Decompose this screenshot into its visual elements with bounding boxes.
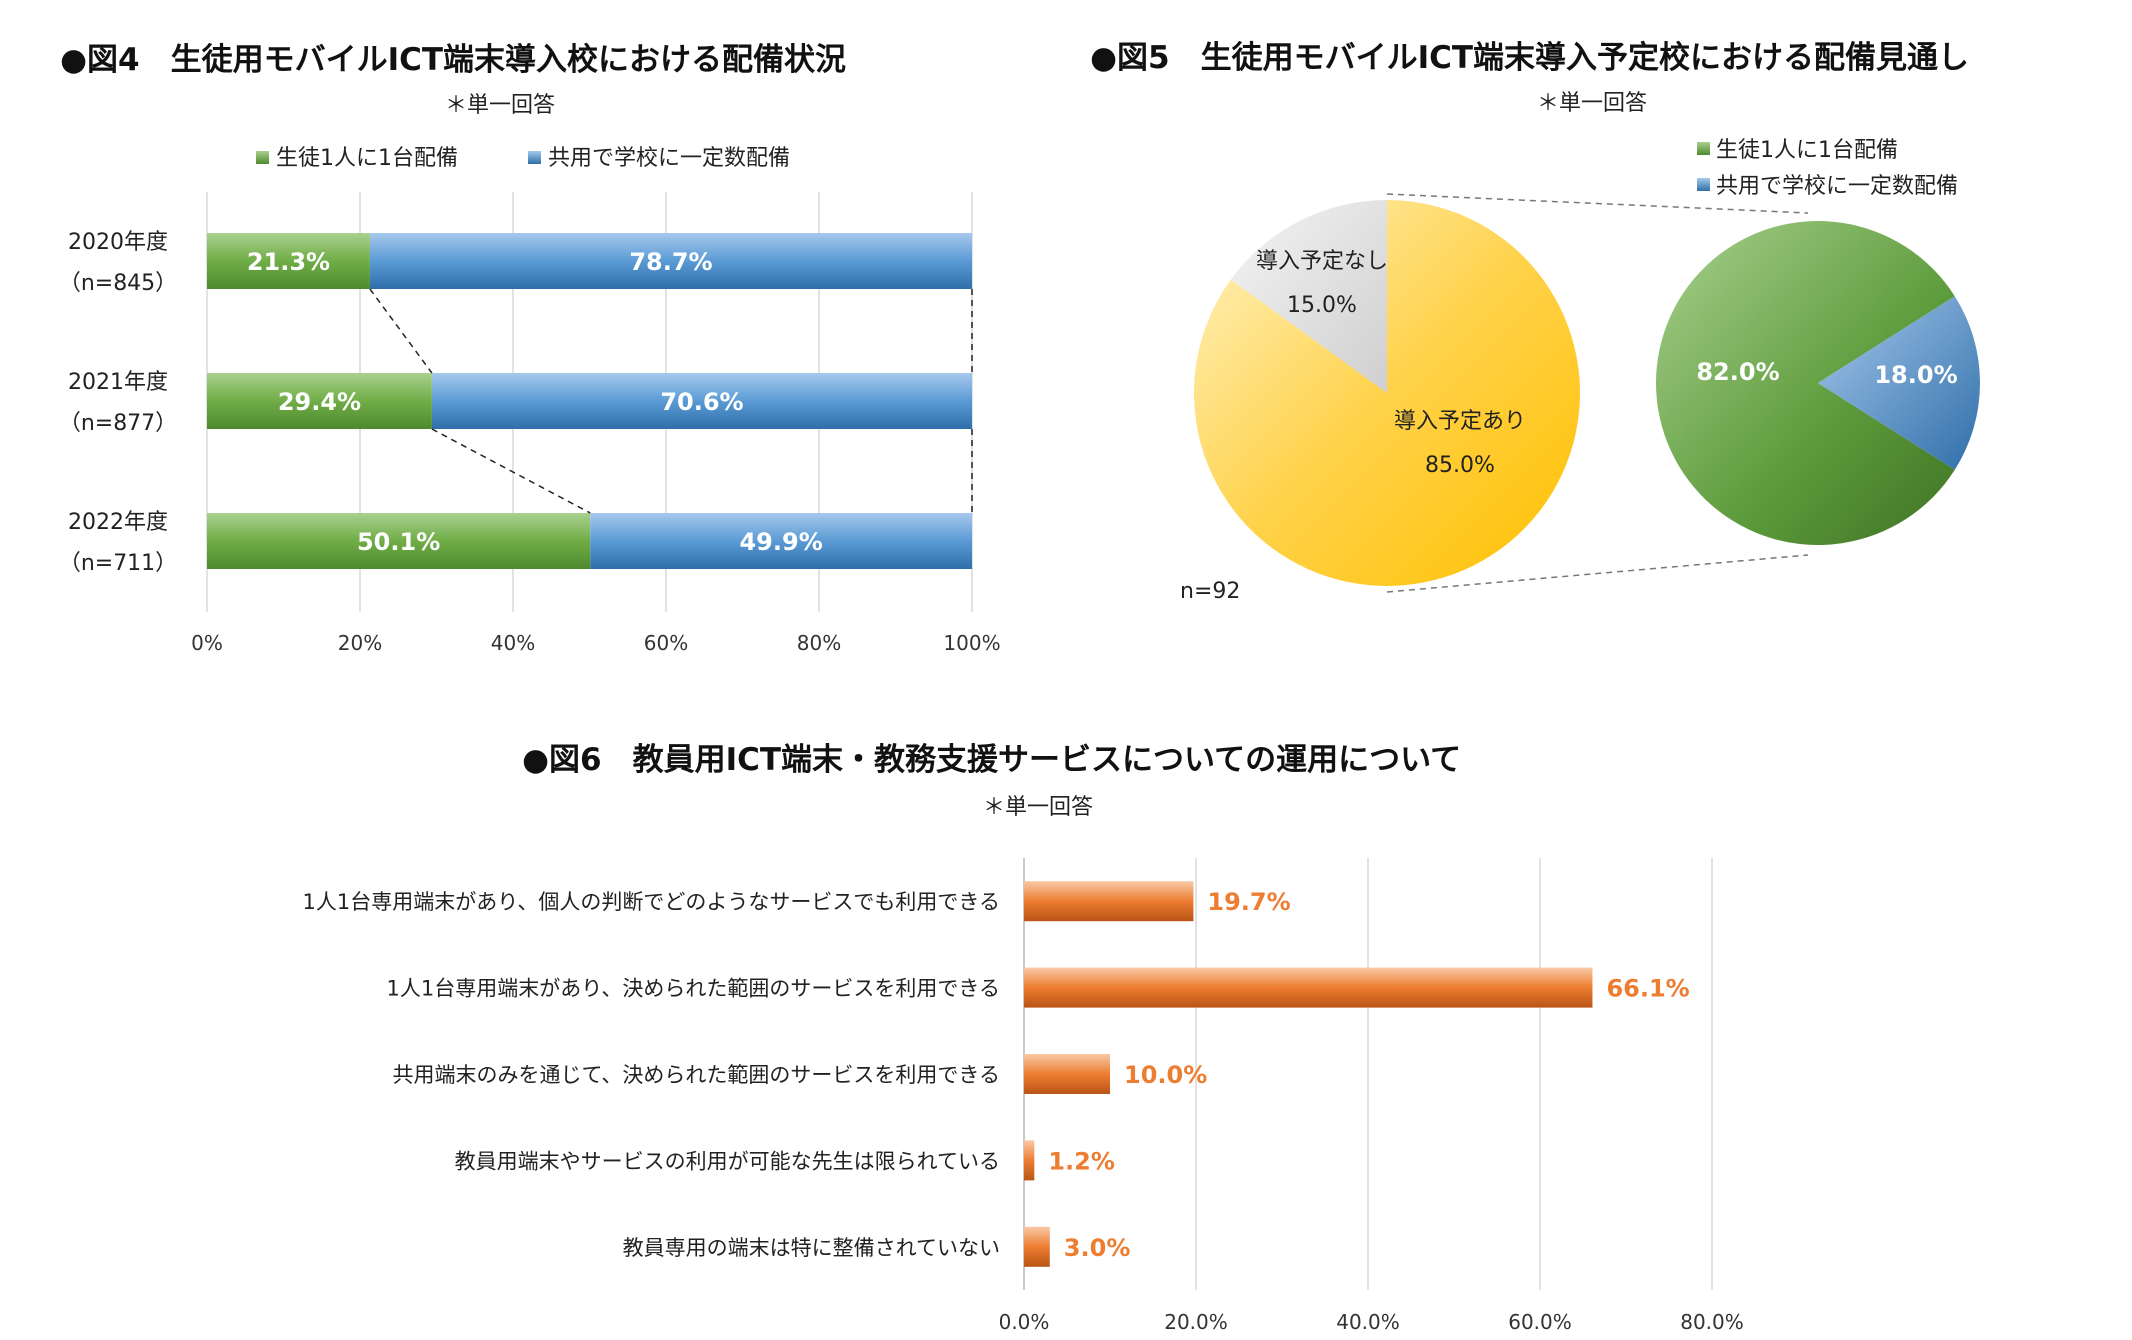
- fig6-category-label: 教員用端末やサービスの利用が可能な先生は限られている: [455, 1149, 1000, 1173]
- fig4-bar-segment: [369, 233, 972, 289]
- fig5-legend: 生徒1人に1台配備 共用で学校に一定数配備: [1697, 138, 1958, 199]
- fig5-slice-value: 82.0%: [1696, 358, 1779, 386]
- fig6-x-tick-label: 0.0%: [999, 1310, 1050, 1334]
- fig5-sample-note: n=92: [1180, 579, 1240, 604]
- fig6-subtitle: ＊単一回答: [983, 795, 1093, 820]
- fig4-legend-swatch-2: [528, 151, 541, 164]
- fig5-primary-pie: [1193, 200, 1580, 586]
- fig6-x-tick-label: 20.0%: [1164, 1310, 1228, 1334]
- fig6-data-label: 10.0%: [1124, 1061, 1207, 1089]
- fig4-x-tick-label: 80%: [797, 631, 841, 655]
- fig5-connector-line: [1386, 193, 1809, 214]
- fig4-data-label: 78.7%: [629, 248, 712, 276]
- fig5-slice-label: 導入予定なし: [1256, 249, 1388, 274]
- fig6-data-label: 66.1%: [1606, 975, 1689, 1003]
- fig4-category-label: 2020年度: [68, 230, 168, 255]
- fig4-bar-segment: [431, 373, 972, 429]
- fig4-chart: ●図4 生徒用モバイルICT端末導入校における配備状況 ＊単一回答 生徒1人に1…: [59, 42, 1001, 655]
- fig5-legend-label-2: 共用で学校に一定数配備: [1716, 174, 1958, 199]
- fig4-x-axis: 0% 20% 40% 60% 80% 100%: [191, 631, 1000, 655]
- fig4-x-tick-label: 20%: [338, 631, 382, 655]
- fig6-x-tick-label: 40.0%: [1336, 1310, 1400, 1334]
- fig4-x-tick-label: 0%: [191, 631, 223, 655]
- fig4-category-label: 2022年度: [68, 510, 168, 535]
- fig6-bars: [1024, 881, 1593, 1267]
- fig4-data-label: 49.9%: [739, 528, 822, 556]
- fig6-x-tick-label: 60.0%: [1508, 1310, 1572, 1334]
- fig4-data-labels: 21.3% 78.7% 29.4% 70.6% 50.1% 49.9%: [247, 248, 823, 556]
- fig4-title: ●図4 生徒用モバイルICT端末導入校における配備状況: [60, 42, 846, 78]
- fig6-title: ●図6 教員用ICT端末・教務支援サービスについての運用について: [522, 742, 1461, 778]
- fig6-bar: [1024, 1226, 1050, 1267]
- fig5-primary-slice: [1230, 200, 1387, 393]
- fig5-title: ●図5 生徒用モバイルICT端末導入予定校における配備見通し: [1090, 40, 1969, 76]
- fig4-data-label: 70.6%: [660, 388, 743, 416]
- fig5-primary-slice: [1193, 200, 1580, 586]
- fig5-connector-lines: [1386, 193, 1809, 593]
- fig5-secondary-pie: [1656, 220, 1980, 545]
- fig5-data-labels: 導入予定あり 85.0% 導入予定なし 15.0% 82.0% 18.0%: [1256, 249, 1958, 478]
- fig5-slice-value: 18.0%: [1874, 361, 1957, 389]
- fig4-data-label: 50.1%: [357, 528, 440, 556]
- fig4-legend: 生徒1人に1台配備 共用で学校に一定数配備: [256, 146, 790, 171]
- fig6-category-label: 共用端末のみを通じて、決められた範囲のサービスを利用できる: [392, 1063, 1000, 1087]
- fig6-x-axis: 0.0% 20.0% 40.0% 60.0% 80.0%: [999, 1310, 1744, 1334]
- fig6-bar: [1024, 1054, 1110, 1094]
- fig6-data-label: 1.2%: [1048, 1147, 1115, 1175]
- fig5-legend-swatch-2: [1697, 178, 1710, 191]
- fig4-legend-label-2: 共用で学校に一定数配備: [548, 146, 790, 171]
- fig5-slice-label: 導入予定あり: [1394, 409, 1526, 434]
- fig6-data-label: 19.7%: [1207, 888, 1290, 916]
- fig5-secondary-slice: [1818, 296, 1980, 470]
- fig6-category-label: 1人1台専用端末があり、個人の判断でどのようなサービスでも利用できる: [303, 890, 1000, 914]
- fig5-legend-label-1: 生徒1人に1台配備: [1716, 138, 1898, 163]
- fig4-category-sublabel: （n=845）: [59, 271, 177, 296]
- fig4-x-tick-label: 40%: [491, 631, 535, 655]
- fig6-category-label: 1人1台専用端末があり、決められた範囲のサービスを利用できる: [387, 977, 1000, 1001]
- fig6-data-label: 3.0%: [1064, 1234, 1131, 1262]
- fig4-y-axis: 2020年度 （n=845） 2021年度 （n=877） 2022年度 （n=711）: [59, 230, 177, 576]
- fig6-bar: [1024, 967, 1593, 1008]
- fig4-legend-label-1: 生徒1人に1台配備: [276, 146, 458, 171]
- fig4-subtitle: ＊単一回答: [445, 93, 555, 118]
- fig4-category-sublabel: （n=711）: [59, 551, 177, 576]
- fig5-secondary-slice: [1656, 220, 1955, 545]
- fig4-series-line: [369, 288, 433, 374]
- fig6-data-labels: 19.7% 66.1% 10.0% 1.2% 3.0%: [1048, 888, 1689, 1262]
- fig6-bar: [1024, 1140, 1035, 1181]
- fig5-slice-value: 85.0%: [1425, 453, 1495, 478]
- fig5-legend-swatch-1: [1697, 142, 1710, 155]
- fig4-series-lines: [369, 288, 973, 514]
- fig6-category-label: 教員専用の端末は特に整備されていない: [623, 1236, 1000, 1260]
- fig4-category-label: 2021年度: [68, 370, 168, 395]
- fig4-x-tick-label: 100%: [943, 631, 1000, 655]
- fig4-bar-segment: [590, 513, 972, 569]
- fig4-bar-segment: [207, 373, 432, 429]
- fig6-y-axis: 1人1台専用端末があり、個人の判断でどのようなサービスでも利用できる 1人1台専用…: [303, 890, 1000, 1260]
- fig6-x-tick-label: 80.0%: [1680, 1310, 1744, 1334]
- fig6-chart: ●図6 教員用ICT端末・教務支援サービスについての運用について ＊単一回答 0…: [303, 742, 1744, 1334]
- fig4-legend-swatch-1: [256, 151, 269, 164]
- fig6-bar: [1024, 881, 1194, 922]
- fig5-slice-value: 15.0%: [1287, 293, 1357, 318]
- fig4-data-label: 29.4%: [278, 388, 361, 416]
- fig4-bars: [207, 233, 972, 569]
- fig4-data-label: 21.3%: [247, 248, 330, 276]
- fig5-chart: ●図5 生徒用モバイルICT端末導入予定校における配備見通し ＊単一回答 生徒1…: [1090, 40, 1980, 604]
- fig4-bar-segment: [207, 513, 591, 569]
- fig5-connector-line: [1386, 554, 1809, 593]
- fig4-bar-segment: [207, 233, 370, 289]
- fig5-subtitle: ＊単一回答: [1537, 91, 1647, 116]
- fig4-series-line: [431, 428, 591, 514]
- fig4-x-tick-label: 60%: [644, 631, 688, 655]
- fig4-category-sublabel: （n=877）: [59, 411, 177, 436]
